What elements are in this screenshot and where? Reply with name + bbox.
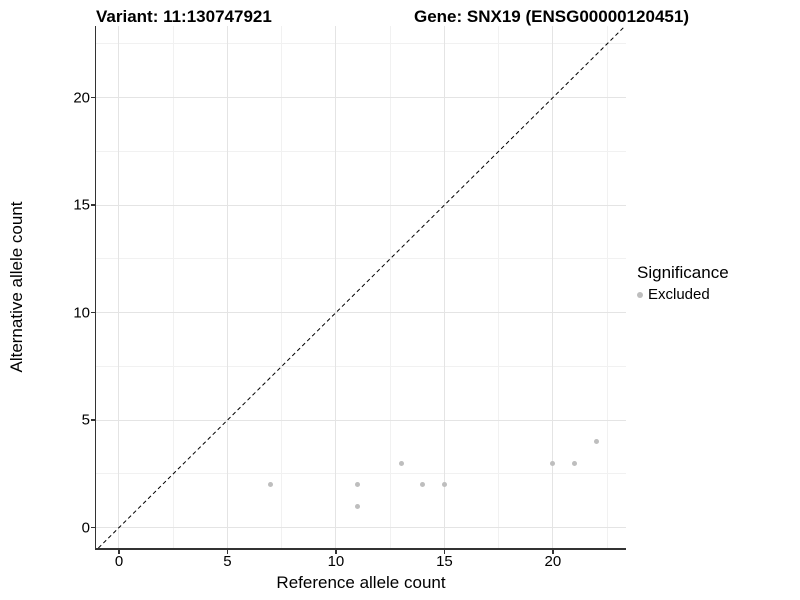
x-major-gridline <box>226 26 228 548</box>
y-axis-tick <box>90 526 95 529</box>
y-axis-tick <box>90 419 95 421</box>
x-axis-tick <box>443 549 446 554</box>
y-axis-tick <box>90 96 95 99</box>
data-point <box>268 482 274 488</box>
x-minor-gridline <box>389 26 391 548</box>
x-axis-tick <box>118 549 120 554</box>
y-tick-label: 20 <box>73 89 90 107</box>
y-axis-tick <box>90 311 95 314</box>
x-tick-label: 5 <box>223 553 232 570</box>
y-major-gridline <box>96 204 626 206</box>
data-point <box>398 460 404 466</box>
x-axis-label: Reference allele count <box>276 573 446 592</box>
y-minor-gridline <box>96 473 626 475</box>
x-major-gridline <box>552 26 554 548</box>
legend-entry-excluded: Excluded <box>637 286 729 303</box>
y-axis-label: Alternative allele count <box>7 201 26 373</box>
x-minor-gridline <box>498 26 500 548</box>
y-minor-gridline <box>96 365 626 367</box>
y-axis-tick <box>90 204 95 206</box>
data-point <box>593 439 599 445</box>
y-major-gridline <box>96 527 626 529</box>
legend-entry-label: Excluded <box>648 286 710 303</box>
x-major-gridline <box>443 26 445 548</box>
data-point <box>572 460 578 466</box>
legend-title: Significance <box>637 263 729 282</box>
x-tick-label: 10 <box>327 553 345 570</box>
x-axis-line <box>94 548 626 550</box>
x-minor-gridline <box>606 26 608 548</box>
y-tick-label: 5 <box>81 411 90 429</box>
y-minor-gridline <box>96 258 626 260</box>
y-major-gridline <box>96 419 626 421</box>
x-axis-tick <box>335 549 337 554</box>
y-minor-gridline <box>96 150 626 152</box>
legend-point-icon <box>637 291 643 298</box>
y-minor-gridline <box>96 43 626 45</box>
y-major-gridline <box>96 312 626 314</box>
x-axis-tick <box>552 549 554 554</box>
y-tick-label: 15 <box>73 196 90 214</box>
data-point <box>420 482 426 488</box>
x-major-gridline <box>118 26 120 548</box>
plot-title-variant: Variant: 11:130747921 <box>96 7 272 26</box>
x-tick-label: 20 <box>544 553 562 570</box>
data-point <box>550 460 556 466</box>
y-tick-label: 10 <box>73 304 90 322</box>
data-point <box>441 482 447 488</box>
x-axis-tick <box>226 549 229 554</box>
x-minor-gridline <box>281 26 283 548</box>
data-point <box>355 482 361 488</box>
data-point <box>355 503 361 509</box>
y-tick-label: 0 <box>81 519 90 537</box>
x-major-gridline <box>335 26 337 548</box>
x-tick-label: 15 <box>436 553 453 570</box>
y-major-gridline <box>96 97 626 99</box>
y-axis-line <box>94 26 96 550</box>
x-minor-gridline <box>172 26 174 548</box>
identity-dashed-line <box>98 25 626 549</box>
legend: Significance Excluded <box>637 263 729 303</box>
plot-title-gene: Gene: SNX19 (ENSG00000120451) <box>414 7 689 26</box>
x-tick-label: 0 <box>114 553 124 570</box>
